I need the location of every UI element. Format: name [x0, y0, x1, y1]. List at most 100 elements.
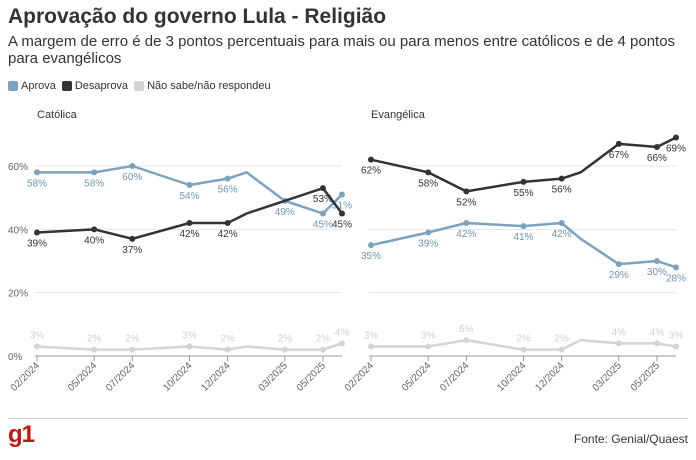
x-tick-label: 07/2024	[438, 360, 472, 394]
data-label: 49%	[275, 207, 295, 218]
series-line-aprova	[37, 164, 343, 215]
x-tick-label: 03/2025	[591, 360, 625, 394]
data-point	[673, 134, 679, 141]
data-label: 5%	[459, 324, 474, 335]
x-tick-label: 10/2024	[161, 360, 195, 394]
data-label: 4%	[335, 327, 350, 338]
data-point	[224, 346, 231, 353]
data-point	[425, 169, 432, 176]
data-label: 3%	[364, 331, 379, 342]
data-point	[558, 175, 565, 182]
data-label: 2%	[125, 334, 140, 345]
data-label: 56%	[218, 185, 238, 196]
data-label: 41%	[513, 232, 533, 243]
data-label: 55%	[513, 188, 533, 199]
y-tick-label: 20%	[8, 289, 28, 300]
data-label: 66%	[647, 153, 667, 164]
data-point	[91, 346, 98, 353]
series-line-desaprova	[36, 186, 343, 241]
data-point	[615, 261, 622, 268]
data-point	[339, 191, 345, 198]
data-label: 58%	[84, 178, 104, 189]
data-label: 45%	[313, 220, 333, 231]
data-label: 45%	[332, 220, 352, 231]
x-tick-label: 02/2024	[9, 360, 43, 394]
data-label: 40%	[84, 235, 104, 246]
x-tick-label: 07/2024	[104, 360, 138, 394]
data-label: 4%	[612, 327, 627, 338]
data-label: 2%	[516, 334, 531, 345]
data-point	[186, 182, 193, 188]
data-point	[463, 220, 470, 226]
data-label: 52%	[456, 197, 476, 208]
x-tick-label: 05/2024	[400, 360, 434, 394]
data-label: 60%	[122, 172, 142, 183]
data-point	[281, 346, 288, 353]
legend-swatch-nao-sabe	[134, 81, 145, 91]
data-point	[224, 220, 231, 226]
series-line-desaprova	[370, 136, 677, 193]
x-tick-label: 12/2024	[533, 360, 567, 394]
legend-swatch-desaprova	[61, 81, 72, 91]
y-tick-label: 60%	[8, 162, 28, 173]
data-label: 2%	[554, 334, 569, 345]
data-point	[129, 346, 136, 353]
data-point	[673, 343, 679, 350]
data-point	[653, 258, 660, 264]
panel-title: Católica	[37, 109, 78, 121]
data-label: 28%	[666, 273, 686, 284]
data-point	[520, 346, 527, 353]
data-point	[463, 337, 470, 344]
data-point	[558, 346, 565, 353]
data-point	[653, 340, 660, 347]
data-label: 51%	[332, 201, 352, 212]
legend-item-desaprova: Desaprova	[61, 80, 128, 92]
x-tick-label: 10/2024	[495, 360, 529, 394]
data-label: 42%	[218, 229, 238, 240]
data-point	[339, 210, 345, 217]
data-label: 62%	[361, 166, 381, 177]
data-label: 4%	[650, 327, 665, 338]
legend-item-aprova: Aprova	[8, 80, 56, 92]
x-tick-label: 05/2024	[66, 360, 100, 394]
x-tick-label: 12/2024	[199, 360, 233, 394]
data-point	[186, 343, 193, 350]
data-label: 42%	[179, 229, 199, 240]
data-point	[653, 144, 660, 150]
data-point	[673, 264, 679, 271]
data-point	[615, 340, 622, 347]
y-tick-label: 0%	[8, 352, 23, 363]
legend: Aprova Desaprova Não sabe/não respondeu	[8, 80, 271, 92]
source-note: Fonte: Genial/Quaest	[573, 432, 688, 446]
data-point	[34, 229, 40, 236]
legend-label-aprova: Aprova	[21, 80, 56, 92]
data-label: 35%	[361, 251, 381, 262]
data-point	[368, 343, 374, 350]
data-label: 29%	[609, 270, 629, 281]
data-point	[186, 220, 193, 226]
chart-subtitle: A margem de erro é de 3 pontos percentua…	[8, 33, 676, 67]
data-label: 2%	[278, 334, 293, 345]
data-label: 42%	[552, 229, 572, 240]
footer-divider	[8, 418, 688, 419]
data-label: 37%	[122, 245, 142, 256]
data-label: 58%	[27, 178, 47, 189]
data-label: 58%	[418, 178, 438, 189]
data-label: 3%	[421, 331, 436, 342]
data-point	[34, 343, 40, 350]
series-line-n-o-sabe-n-o-respondeu	[371, 338, 677, 351]
data-label: 3%	[30, 331, 45, 342]
x-tick-label: 05/2025	[629, 360, 663, 394]
data-point	[91, 169, 98, 176]
data-label: 2%	[220, 334, 235, 345]
x-tick-label: 03/2025	[257, 360, 291, 394]
data-point	[368, 156, 374, 163]
x-tick-label: 05/2025	[295, 360, 329, 394]
chart-title: Aprovação do governo Lula - Religião	[8, 5, 387, 28]
data-label: 69%	[666, 144, 686, 155]
data-point	[129, 163, 136, 169]
data-point	[319, 346, 326, 353]
data-point	[368, 242, 374, 249]
data-point	[425, 343, 432, 350]
data-label: 67%	[609, 150, 629, 161]
